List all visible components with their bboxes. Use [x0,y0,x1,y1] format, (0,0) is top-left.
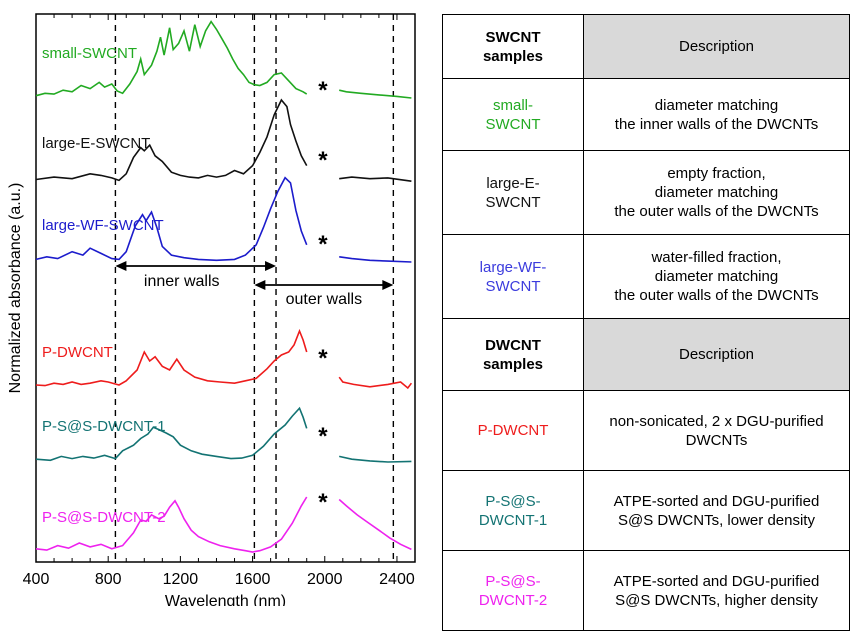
description-cell: ATPE-sorted and DGU-purified S@S DWCNTs, … [583,550,850,631]
inner-walls-arrow-head-left [115,261,127,271]
break-marker: * [318,423,328,450]
series-line-left [35,406,308,462]
cell-text-line: the outer walls of the DWCNTs [614,203,819,220]
x-tick-label: 1600 [235,571,271,588]
x-tick-label: 800 [95,571,122,588]
y-axis-label: Normalized absorbance (a.u.) [7,183,24,394]
sample-name-cell: P-S@S- DWCNT-2 [442,550,584,631]
cell-text-line: large-WF- [479,258,547,276]
series-line-right [339,89,412,99]
series-label: large-WF-SWCNT [42,217,164,234]
cell-text-line: non-sonicated, 2 x DGU-purified [609,412,824,430]
description-cell: water-filled fraction, diameter matching t… [583,234,850,319]
break-marker: * [318,345,328,372]
sample-name-cell: P-DWCNT [442,390,584,471]
table-row: P-S@S- DWCNT-1 ATPE-sorted and DGU-purifie… [442,470,850,551]
series-line-left [35,496,308,553]
break-marker: * [318,231,328,258]
outer-walls-arrow-head-right [382,280,394,290]
absorbance-chart: 400 800 1200 1600 2000 2400 Wavelength (nm) Nor… [7,13,416,606]
series-line-left [35,20,308,97]
sample-name-cell: small- SWCNT [442,78,584,151]
sample-description-table: SWCNT samples Description small- SWCNT diamet… [442,14,850,631]
outer-walls-label: outer walls [286,291,362,308]
cell-text-line: samples [482,47,544,65]
description-cell: non-sonicated, 2 x DGU-purified DWCNTs [583,390,850,471]
description-cell: ATPE-sorted and DGU-purified S@S DWCNTs, … [583,470,850,551]
header-description-cell: Description [583,14,850,79]
sample-name-cell: large-WF- SWCNT [442,234,584,319]
sample-name-cell: P-S@S- DWCNT-1 [442,470,584,551]
cell-text-line: diameter matching [654,184,779,201]
cell-text-line: DWCNT [485,336,541,354]
series-line-right [339,455,412,463]
cell-text-line: S@S DWCNTs, higher density [615,591,818,609]
cell-text-line: P-DWCNT [477,422,549,439]
cell-text-line: Description [678,346,755,363]
dwcnt-header-row: DWCNT samples Description [442,318,850,391]
x-tick-label: 1200 [163,571,199,588]
x-axis-label: Wavelength (nm) [165,593,286,606]
series-label: P-S@S-DWCNT-1 [42,418,166,435]
cell-text-line: SWCNT [485,115,541,133]
cell-text-line: DWCNT-2 [478,591,548,609]
table-row: P-S@S- DWCNT-2 ATPE-sorted and DGU-purifie… [442,550,850,631]
cell-text-line: small- [493,96,533,114]
series-line-right [338,498,412,551]
cell-text-line: large-E- [486,174,540,192]
cell-text-line: empty fraction, [667,165,766,182]
swcnt-header-row: SWCNT samples Description [442,14,850,79]
x-tick-label: 2400 [379,571,415,588]
header-description-cell: Description [583,318,850,391]
series-label: P-S@S-DWCNT-2 [42,509,166,526]
cell-text-line: SWCNT [485,277,541,295]
cell-text-line: samples [482,355,544,373]
series-line-right [339,256,412,263]
description-cell: diameter matching the inner walls of the … [583,78,850,151]
break-marker: * [318,77,328,104]
table-row: large-E- SWCNT empty fraction, diameter mat… [442,150,850,235]
cell-text-line: S@S DWCNTs, lower density [618,511,815,529]
cell-text-line: P-S@S- [485,572,541,590]
x-tick-label: 2000 [307,571,343,588]
inner-walls-arrow-head-right [265,261,277,271]
sample-name-cell: large-E- SWCNT [442,150,584,235]
cell-text-line: diameter matching [654,96,779,114]
series-line-left [35,176,308,262]
cell-text-line: DWCNT-1 [478,511,548,529]
break-marker: * [318,489,328,516]
cell-text-line: the inner walls of the DWCNTs [614,115,819,133]
series-line-right [338,376,413,390]
series-line-left [35,98,308,182]
cell-text-line: DWCNTs [685,431,748,449]
table-row: P-DWCNT non-sonicated, 2 x DGU-purified DW… [442,390,850,471]
x-tick-label: 400 [23,571,50,588]
cell-text-line: diameter matching [654,268,779,285]
inner-walls-label: inner walls [144,273,220,290]
cell-text-line: water-filled fraction, [651,249,782,266]
outer-walls-arrow-head-left [254,280,266,290]
cell-text-line: SWCNT [485,193,541,211]
cell-text-line: P-S@S- [485,492,541,510]
break-marker: * [318,147,328,174]
series-label: small-SWCNT [42,45,137,62]
series-line-right [339,176,412,182]
series-label: P-DWCNT [42,344,113,361]
series-line-left [35,328,308,387]
header-sample-cell: DWCNT samples [442,318,584,391]
description-cell: empty fraction, diameter matching the oute… [583,150,850,235]
cell-text-line: ATPE-sorted and DGU-purified [613,492,820,510]
header-sample-cell: SWCNT samples [442,14,584,79]
cell-text-line: SWCNT [485,28,541,46]
cell-text-line: ATPE-sorted and DGU-purified [613,572,820,590]
cell-text-line: the outer walls of the DWCNTs [614,287,819,304]
cell-text-line: Description [678,38,755,55]
series-label: large-E-SWCNT [42,135,150,152]
table-row: small- SWCNT diameter matching the inner wa… [442,78,850,151]
table-row: large-WF- SWCNT water-filled fraction, diam… [442,234,850,319]
plot-frame [35,13,416,563]
